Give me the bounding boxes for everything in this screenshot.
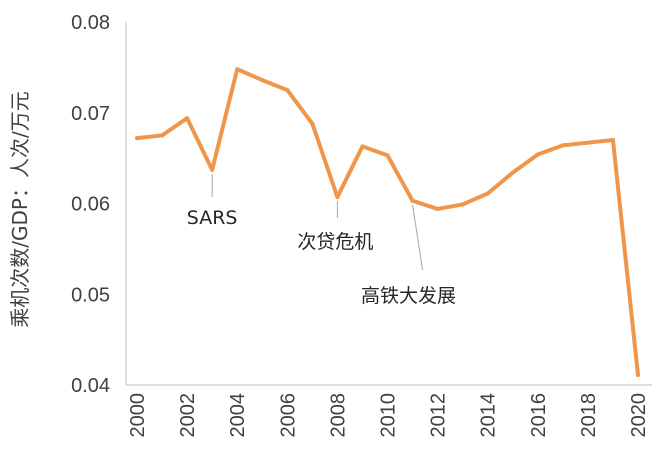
annotation-label: SARS [187, 207, 238, 229]
y-tick-label: 0.05 [71, 284, 110, 306]
data-point [410, 198, 415, 203]
x-tick-label: 2008 [327, 393, 349, 438]
y-tick-label: 0.07 [71, 103, 110, 125]
x-tick-label: 2000 [127, 393, 149, 438]
data-point [435, 206, 440, 211]
x-tick-label: 2020 [628, 393, 650, 438]
data-point [585, 140, 590, 145]
y-axis-title: 乘机次数/GDP：人次/万元 [8, 91, 32, 327]
data-point [360, 144, 365, 149]
data-point [135, 136, 139, 141]
annotation-label: 次贷危机 [297, 231, 373, 253]
data-point [610, 137, 615, 142]
data-point [535, 152, 540, 157]
x-tick-label: 2006 [277, 393, 299, 438]
x-tick-label: 2014 [478, 393, 500, 438]
x-tick-label: 2004 [227, 393, 249, 438]
data-point [160, 133, 165, 138]
y-tick-labels: 0.04 0.05 0.06 0.07 0.08 [71, 12, 110, 397]
y-tick-label: 0.06 [71, 194, 110, 216]
x-tick-labels: 2000 2002 2004 2006 2008 2010 2012 2014 2016 2018… [127, 393, 650, 438]
x-tick-label: 2002 [177, 393, 199, 438]
data-point [510, 170, 515, 175]
data-point [260, 78, 265, 83]
data-point [560, 143, 565, 148]
data-point [285, 88, 290, 93]
data-point [185, 116, 190, 121]
data-point [636, 373, 640, 378]
x-tick-label: 2010 [378, 393, 400, 438]
y-tick-label: 0.08 [71, 12, 110, 34]
x-tick-label: 2012 [428, 393, 450, 438]
data-point [235, 67, 240, 72]
annotation-leader-line [412, 204, 424, 271]
data-point [310, 121, 315, 126]
data-point [385, 153, 390, 158]
annotation-label: 高铁大发展 [361, 285, 456, 307]
annotation-leaders [211, 173, 424, 271]
data-point [460, 202, 465, 207]
data-point [210, 167, 215, 172]
data-points [135, 67, 640, 378]
y-tick-label: 0.04 [71, 375, 110, 397]
data-point [485, 191, 490, 196]
data-point [335, 195, 340, 200]
x-tick-label: 2018 [578, 393, 600, 438]
x-tick-label: 2016 [528, 393, 550, 438]
